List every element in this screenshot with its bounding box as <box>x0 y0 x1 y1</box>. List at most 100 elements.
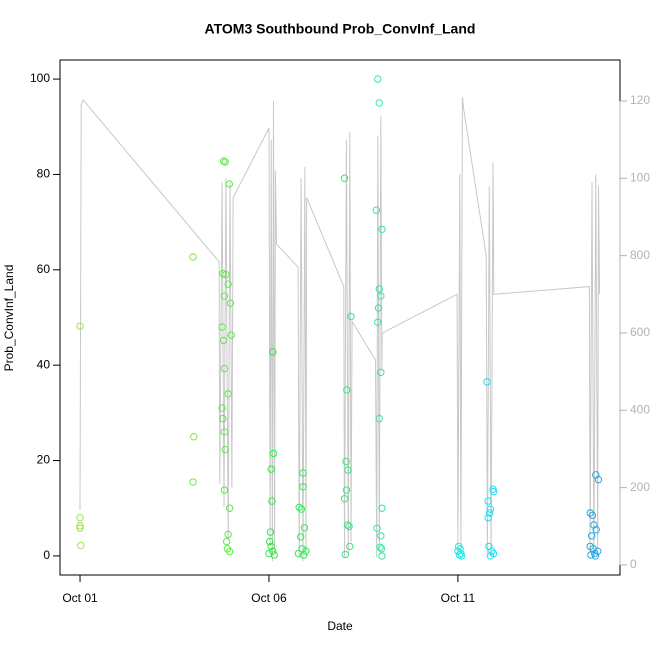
y-tick-label: 40 <box>37 357 51 371</box>
point <box>485 509 494 517</box>
point <box>267 465 275 473</box>
y-tick-label: 20 <box>37 453 51 467</box>
x-tick-label: Oct 11 <box>441 591 476 605</box>
point <box>269 547 277 555</box>
point <box>340 174 349 182</box>
point <box>299 469 307 477</box>
point <box>302 547 310 555</box>
point <box>269 449 278 458</box>
point <box>372 206 380 214</box>
point <box>340 495 349 503</box>
point <box>486 505 495 513</box>
x-tick-label: Oct 06 <box>251 591 287 605</box>
point <box>300 524 309 532</box>
point <box>377 368 385 377</box>
point <box>587 532 596 540</box>
point <box>343 386 351 394</box>
point <box>342 486 351 494</box>
point <box>594 475 603 484</box>
point <box>374 304 383 312</box>
point <box>343 521 352 529</box>
point <box>377 292 385 300</box>
point <box>270 551 278 559</box>
point <box>221 445 229 454</box>
y-tick-label: 0 <box>43 548 50 562</box>
point <box>220 428 229 436</box>
point <box>592 525 600 534</box>
point <box>77 541 85 550</box>
point <box>486 552 495 560</box>
point <box>347 312 355 321</box>
point <box>345 522 353 531</box>
y-tick-label: 60 <box>37 262 51 276</box>
plot-frame <box>59 59 621 576</box>
point <box>374 318 382 326</box>
point <box>377 532 385 540</box>
point <box>490 487 498 496</box>
x-tick-label: Oct 01 <box>62 591 98 605</box>
point <box>484 514 492 522</box>
point <box>76 522 84 530</box>
point <box>588 511 597 520</box>
point <box>342 457 350 466</box>
x-axis-label: Date <box>327 619 353 633</box>
point <box>483 378 491 386</box>
y-tick-label: 100 <box>30 71 50 85</box>
point <box>375 414 383 423</box>
point <box>586 509 594 517</box>
point <box>190 433 198 441</box>
point <box>269 348 277 356</box>
point <box>76 524 84 532</box>
point <box>375 99 383 107</box>
point <box>221 158 229 166</box>
point <box>484 497 492 505</box>
point <box>268 497 276 505</box>
point <box>373 524 381 532</box>
point <box>590 521 598 529</box>
point <box>591 552 600 560</box>
point <box>344 466 352 474</box>
point <box>225 547 234 556</box>
chart-title: ATOM3 Southbound Prob_ConvInf_Land <box>205 21 476 37</box>
y2-tick-label: 4000 <box>630 402 650 416</box>
point <box>341 550 349 559</box>
point <box>222 537 231 546</box>
point <box>218 404 226 412</box>
point <box>227 331 235 339</box>
point <box>346 542 354 551</box>
point <box>225 504 234 512</box>
y2-tick-label: 0 <box>630 557 637 571</box>
point <box>226 299 235 307</box>
point <box>220 486 229 494</box>
point <box>300 551 308 559</box>
point <box>377 545 386 553</box>
point <box>225 180 233 188</box>
point <box>376 543 384 552</box>
y-tick-label: 80 <box>37 167 51 181</box>
point <box>266 528 275 536</box>
point <box>219 157 228 165</box>
point <box>220 364 229 373</box>
point <box>457 552 466 560</box>
point <box>219 269 227 278</box>
point <box>299 483 307 491</box>
y2-tick-label: 6000 <box>630 325 650 339</box>
altitude-line <box>79 97 601 562</box>
point <box>267 542 275 551</box>
point <box>587 551 595 559</box>
point <box>76 322 84 330</box>
point <box>219 414 227 423</box>
y2-tick-label: 8000 <box>630 248 650 262</box>
point <box>266 537 274 546</box>
point <box>265 549 273 558</box>
y2-tick-label: 12000 <box>630 93 650 107</box>
point <box>375 285 383 293</box>
y2-tick-label: 10000 <box>630 170 650 184</box>
point <box>224 530 232 539</box>
point <box>374 75 382 83</box>
point <box>297 505 306 513</box>
point <box>189 253 197 261</box>
point <box>189 478 197 486</box>
point <box>297 533 305 541</box>
